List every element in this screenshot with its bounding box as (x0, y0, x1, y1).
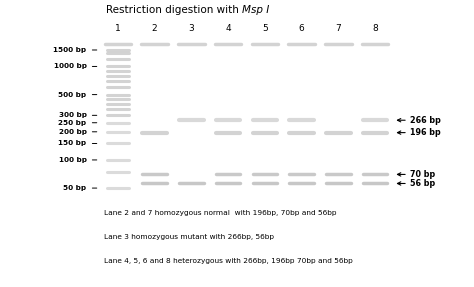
Text: 1000 bp: 1000 bp (54, 63, 87, 69)
Text: Lane 2 and 7 homozygous normal  with 196bp, 70bp and 56bp: Lane 2 and 7 homozygous normal with 196b… (104, 210, 337, 216)
Text: 266 bp: 266 bp (410, 116, 440, 125)
Text: 2: 2 (152, 24, 157, 33)
Text: 300 bp: 300 bp (59, 112, 87, 118)
Text: 500 bp: 500 bp (58, 92, 87, 98)
Text: 200 bp: 200 bp (59, 129, 87, 135)
Text: 7: 7 (336, 24, 341, 33)
Text: Restriction digestion with: Restriction digestion with (106, 5, 242, 15)
Text: 56 bp: 56 bp (410, 179, 435, 188)
Text: 8: 8 (372, 24, 378, 33)
Text: 6: 6 (299, 24, 304, 33)
Text: Lane 4, 5, 6 and 8 heterozygous with 266bp, 196bp 70bp and 56bp: Lane 4, 5, 6 and 8 heterozygous with 266… (104, 258, 353, 264)
Text: 3: 3 (189, 24, 194, 33)
Text: 1: 1 (115, 24, 121, 33)
Text: 50 bp: 50 bp (64, 185, 87, 191)
Text: 196 bp: 196 bp (410, 128, 440, 137)
Text: Msp I: Msp I (242, 5, 269, 15)
Text: 1500 bp: 1500 bp (54, 47, 87, 53)
Text: 250 bp: 250 bp (58, 120, 87, 126)
Text: 100 bp: 100 bp (59, 157, 87, 163)
Text: 5: 5 (262, 24, 268, 33)
Text: 150 bp: 150 bp (58, 140, 87, 146)
Text: 4: 4 (225, 24, 231, 33)
Text: 70 bp: 70 bp (410, 170, 435, 179)
Text: Lane 3 homozygous mutant with 266bp, 56bp: Lane 3 homozygous mutant with 266bp, 56b… (104, 234, 274, 240)
